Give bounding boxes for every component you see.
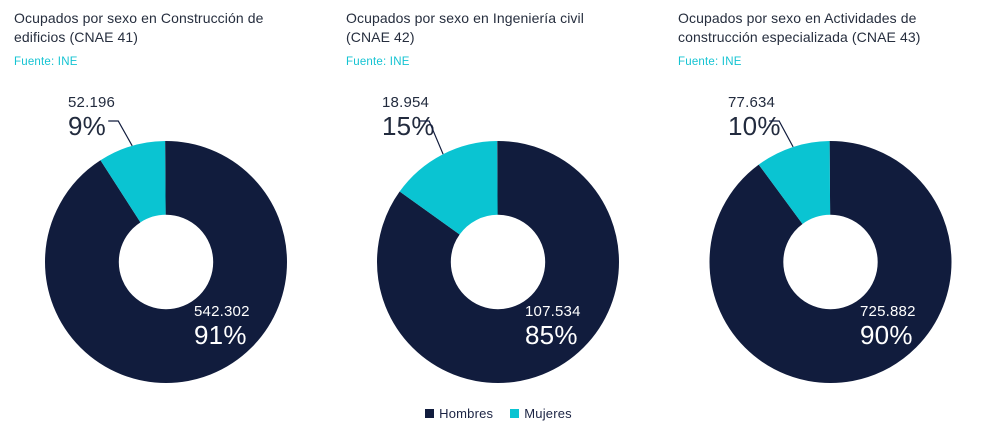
donut-chart-cnae-41 bbox=[44, 120, 288, 384]
hombres-percent: 85% bbox=[525, 320, 578, 350]
chart-legend: Hombres Mujeres bbox=[0, 406, 997, 421]
donut-chart-cnae-42 bbox=[376, 120, 620, 384]
mujeres-value: 52.196 bbox=[68, 94, 116, 111]
hombres-percent: 90% bbox=[860, 320, 913, 350]
hombres-value: 725.882 bbox=[860, 303, 916, 320]
donut-chart-cnae-43 bbox=[709, 120, 952, 384]
hombres-percent: 91% bbox=[194, 320, 247, 350]
hombres-value: 542.302 bbox=[194, 303, 250, 320]
mujeres-value: 77.634 bbox=[728, 94, 776, 111]
mujeres-percent: 15% bbox=[382, 111, 435, 141]
legend-label: Hombres bbox=[439, 406, 494, 421]
chart-cnae-41: Ocupados por sexo en Construcción de edi… bbox=[0, 0, 332, 400]
callout-leader-line bbox=[419, 120, 444, 155]
legend-item-mujeres: Mujeres bbox=[510, 406, 572, 421]
chart-cnae-42: Ocupados por sexo en Ingeniería civil (C… bbox=[332, 0, 664, 400]
chart-title: Ocupados por sexo en Ingeniería civil (C… bbox=[346, 10, 584, 45]
hombres-swatch-icon bbox=[425, 409, 435, 418]
callout-leader-line bbox=[769, 120, 794, 148]
charts-row: Ocupados por sexo en Construcción de edi… bbox=[0, 0, 997, 400]
mujeres-percent: 10% bbox=[728, 111, 781, 141]
chart-source: Fuente: INE bbox=[678, 56, 742, 68]
hombres-label: 542.302 91% bbox=[194, 303, 250, 349]
hombres-label: 107.534 85% bbox=[525, 303, 581, 349]
hombres-value: 107.534 bbox=[525, 303, 581, 320]
mujeres-percent: 9% bbox=[68, 111, 106, 141]
legend-label: Mujeres bbox=[524, 406, 572, 421]
hombres-label: 725.882 90% bbox=[860, 303, 916, 349]
chart-source: Fuente: INE bbox=[346, 56, 410, 68]
mujeres-callout-label: 77.634 10% bbox=[728, 94, 781, 140]
callout-leader-line bbox=[108, 120, 133, 147]
mujeres-swatch-icon bbox=[510, 409, 520, 418]
mujeres-value: 18.954 bbox=[382, 94, 430, 111]
chart-cnae-43: Ocupados por sexo en Actividades de cons… bbox=[664, 0, 997, 400]
chart-title: Ocupados por sexo en Actividades de cons… bbox=[678, 10, 921, 45]
mujeres-callout-label: 52.196 9% bbox=[68, 94, 115, 140]
mujeres-callout-label: 18.954 15% bbox=[382, 94, 435, 140]
chart-source: Fuente: INE bbox=[14, 56, 78, 68]
legend-item-hombres: Hombres bbox=[425, 406, 493, 421]
chart-title: Ocupados por sexo en Construcción de edi… bbox=[14, 10, 264, 45]
